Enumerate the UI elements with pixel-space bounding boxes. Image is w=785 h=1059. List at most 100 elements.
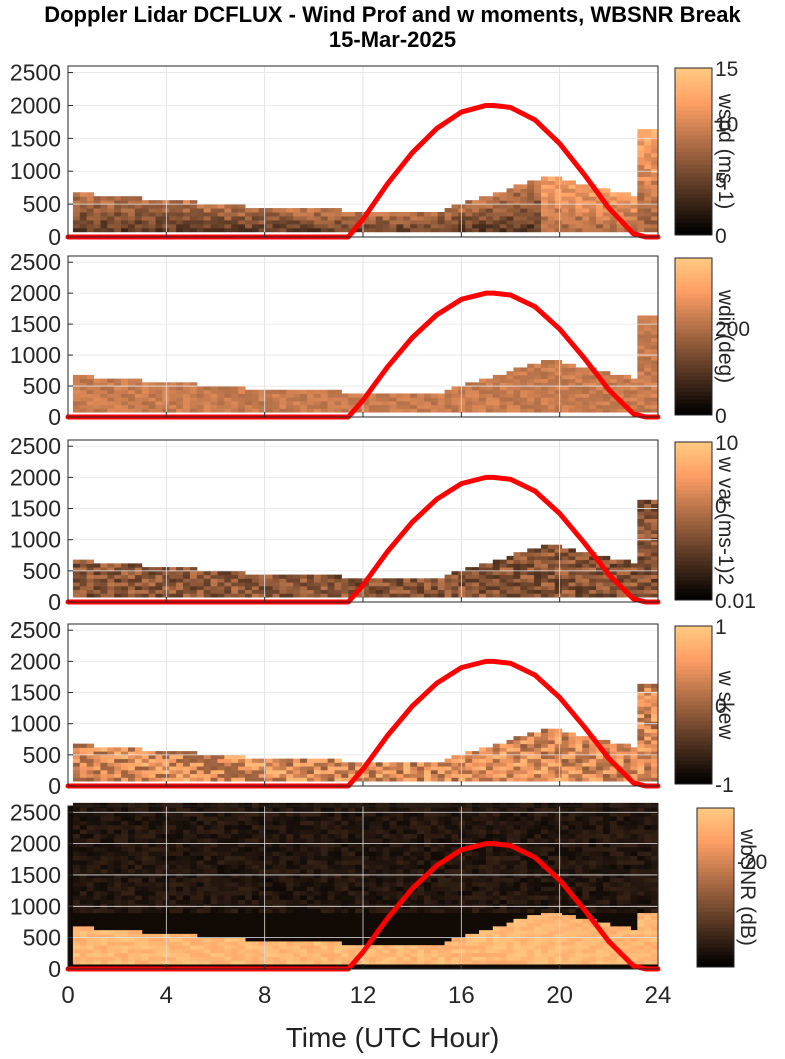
heatmap-cell [444, 227, 452, 233]
heatmap-cell [286, 899, 294, 905]
heatmap-cell [568, 736, 576, 741]
heatmap-cell [306, 820, 315, 826]
heatmap-cell [540, 918, 549, 924]
heatmap-cell [362, 773, 370, 778]
heatmap-cell [141, 393, 150, 398]
heatmap-cell [568, 758, 576, 763]
colorbar-step [675, 126, 712, 132]
heatmap-cell [134, 877, 143, 883]
heatmap-cell [251, 855, 260, 861]
colorbar-step [675, 685, 712, 690]
heatmap-cell [417, 393, 425, 398]
heatmap-cell [623, 751, 631, 756]
heatmap-cell [300, 589, 308, 594]
heatmap-cell [121, 574, 129, 579]
heatmap-cell [582, 570, 590, 576]
heatmap-cell [79, 816, 88, 821]
heatmap-cell [313, 816, 322, 821]
heatmap-cell [355, 948, 363, 954]
heatmap-cell [127, 908, 136, 914]
heatmap-cell [272, 578, 280, 583]
heatmap-cell [231, 960, 239, 965]
heatmap-cell [513, 930, 521, 935]
heatmap-cell [651, 941, 659, 946]
heatmap-cell [155, 393, 163, 398]
heatmap-cell [72, 574, 81, 579]
heatmap-cell [203, 578, 212, 583]
heatmap-cell [382, 227, 391, 233]
heatmap-cell [382, 578, 391, 583]
heatmap-cell [602, 582, 611, 587]
heatmap-cell [176, 941, 184, 946]
heatmap-cell [513, 212, 521, 217]
heatmap-cell [596, 960, 604, 965]
heatmap-cell [258, 389, 267, 394]
heatmap-cell [127, 215, 136, 221]
heatmap-cell [644, 552, 652, 557]
heatmap-cell [93, 773, 101, 778]
heatmap-cell [403, 952, 411, 957]
heatmap-cell [465, 204, 473, 209]
heatmap-cell [155, 574, 163, 579]
heatmap-cell [217, 846, 225, 852]
heatmap-cell [224, 824, 232, 830]
heatmap-cell [189, 408, 198, 413]
heatmap-cell [183, 382, 191, 387]
heatmap-cell [79, 811, 88, 817]
heatmap-cell [382, 408, 391, 413]
heatmap-cell [169, 200, 177, 205]
heatmap-cell [114, 881, 122, 887]
heatmap-cell [527, 922, 535, 927]
heatmap-cell [107, 747, 115, 752]
heatmap-cell [602, 374, 611, 380]
heatmap-cell [320, 952, 329, 957]
heatmap-cell [251, 908, 260, 914]
colorbar-step [675, 180, 712, 186]
heatmap-cell [596, 578, 604, 583]
heatmap-cell [313, 956, 322, 961]
heatmap-cell [651, 593, 659, 598]
heatmap-cell [609, 219, 618, 225]
heatmap-cell [602, 952, 611, 957]
heatmap-cell [231, 585, 239, 591]
heatmap-cell [183, 948, 191, 954]
heatmap-cell [451, 393, 459, 398]
heatmap-cell [527, 933, 535, 939]
heatmap-cell [410, 219, 418, 225]
heatmap-cell [575, 578, 583, 583]
heatmap-cell [589, 204, 597, 209]
heatmap-cell [265, 899, 274, 905]
heatmap-cell [561, 593, 570, 598]
heatmap-cell [141, 837, 150, 843]
heatmap-cell [334, 952, 342, 957]
heatmap-cell [465, 212, 473, 217]
heatmap-cell [602, 762, 611, 767]
heatmap-cell [320, 899, 329, 905]
heatmap-cell [554, 555, 563, 561]
heatmap-cell [86, 578, 95, 583]
colorbar-step [675, 340, 712, 345]
heatmap-cell [100, 382, 108, 387]
heatmap-cell [651, 345, 659, 350]
heatmap-cell [203, 404, 212, 409]
heatmap-cell [300, 578, 308, 583]
heatmap-cell [86, 890, 95, 896]
heatmap-cell [561, 212, 570, 217]
heatmap-cell [134, 215, 143, 221]
heatmap-cell [444, 393, 452, 398]
heatmap-cell [430, 578, 439, 583]
heatmap-cell [272, 773, 280, 778]
heatmap-cell [86, 877, 95, 883]
heatmap-cell [148, 208, 157, 213]
heatmap-cell [114, 593, 122, 598]
heatmap-cell [547, 227, 556, 233]
heatmap-cell [134, 196, 143, 201]
heatmap-cell [368, 404, 377, 409]
heatmap-cell [258, 208, 267, 213]
heatmap-cell [582, 766, 590, 771]
heatmap-cell [327, 890, 335, 896]
heatmap-cell [568, 219, 576, 225]
heatmap-cell [224, 574, 232, 579]
heatmap-cell [561, 960, 570, 965]
heatmap-cell [609, 937, 618, 942]
